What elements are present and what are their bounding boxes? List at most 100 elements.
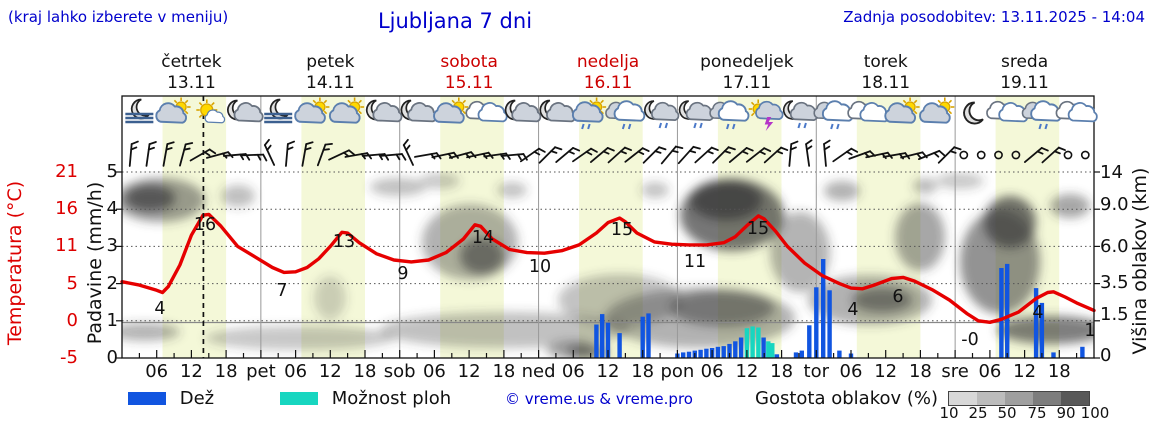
weather-icon: [328, 97, 365, 124]
density-gradient: [948, 388, 1090, 409]
wind-barb-icon: [179, 142, 194, 167]
axis-tick: 0: [106, 347, 118, 368]
weather-icon: [709, 100, 750, 130]
day-name: četrtek: [161, 52, 222, 72]
axis-tick: 5: [106, 161, 118, 182]
day-header: sreda 19.11: [955, 52, 1094, 94]
weather-icon: [227, 99, 264, 123]
day-name: sreda: [1000, 52, 1049, 72]
weather-icon: [400, 99, 438, 123]
rain-bar: [686, 351, 692, 358]
wind-barb-icon: [694, 146, 719, 164]
wind-barb-icon: [642, 146, 667, 164]
copyright-link[interactable]: © vreme.us & vreme.pro: [505, 390, 693, 408]
x-tick-label: 18: [1048, 361, 1071, 382]
axis-tick: 2: [106, 273, 118, 294]
temp-value-label: 1: [1084, 321, 1095, 341]
wind-barb-icon: [1023, 147, 1049, 163]
temp-value-label: 7: [276, 281, 287, 301]
weather-icon: [539, 99, 577, 123]
wind-barb-icon: [301, 141, 314, 167]
weather-icon: [884, 97, 920, 124]
day-date: 13.11: [167, 73, 216, 93]
wind-barb-icon: [538, 146, 563, 164]
weather-icon: [605, 100, 646, 130]
wind-barb-icon: [162, 141, 175, 167]
x-tick-label: 18: [909, 361, 932, 382]
rain-bar: [793, 352, 799, 358]
rain-bar: [721, 346, 726, 358]
x-tick-label: 06: [562, 361, 585, 382]
day-header: ponedeljek 17.11: [677, 52, 816, 94]
weather-icon: [125, 98, 154, 124]
shower-swatch: [280, 392, 318, 405]
wind-calm-icon: [1011, 150, 1021, 160]
rain-swatch: [128, 392, 166, 405]
temp-value-label: 15: [611, 220, 633, 240]
temp-value-label: 15: [747, 219, 769, 239]
wind-barb-icon: [589, 147, 615, 163]
legend-shower: Možnost ploh: [280, 388, 451, 409]
rain-bar: [807, 325, 812, 358]
weather-icon: [196, 99, 226, 124]
x-tick-label: 12: [180, 361, 203, 382]
x-tick-label: 18: [770, 361, 793, 382]
wind-barb-icon: [328, 149, 356, 161]
weather-icon: [264, 98, 293, 124]
last-update: Zadnja posodobitev: 13.11.2025 - 14:04: [843, 8, 1145, 26]
day-header: nedelja 16.11: [539, 52, 678, 94]
day-header: četrtek 13.11: [122, 52, 261, 94]
weather-icon: [294, 97, 330, 124]
day-header: torek 18.11: [816, 52, 955, 94]
wind-barb-icon: [414, 152, 442, 160]
rain-bar: [704, 348, 709, 358]
rain-bar: [774, 354, 780, 358]
day-header: petek 14.11: [261, 52, 400, 94]
rain-bar: [827, 290, 832, 358]
rain-bar: [837, 350, 842, 358]
x-tick-label: 12: [319, 361, 342, 382]
rain-bar: [738, 337, 744, 358]
shower-label: Možnost ploh: [331, 388, 452, 409]
axis-tick: 0: [1100, 345, 1112, 366]
weather-icon: [986, 100, 1029, 123]
temp-value-label: 9: [397, 264, 408, 284]
density-tick: 25: [968, 404, 988, 422]
wind-barb-icon: [555, 147, 581, 163]
axis-tick: 16: [55, 198, 78, 219]
x-tick-label: 06: [978, 361, 1001, 382]
rain-bar: [799, 350, 804, 358]
weather-icon: [433, 97, 469, 124]
temp-value-label: 13: [333, 232, 355, 252]
temp-value-label: 4: [847, 300, 858, 320]
x-tick-label: 18: [215, 361, 238, 382]
weather-icon: [963, 101, 984, 125]
temperature-line: [120, 212, 1096, 324]
wind-barb-icon: [240, 153, 268, 162]
density-label: Gostota oblakov (%): [755, 388, 939, 409]
rain-bar: [733, 341, 738, 358]
x-tick-label: tor: [804, 361, 830, 382]
wind-barb-icon: [379, 153, 407, 161]
page-title: Ljubljana 7 dni: [377, 9, 533, 33]
weather-icon: [678, 100, 715, 129]
temp-value-label: 10: [529, 257, 551, 277]
temp-value-label: 14: [472, 228, 494, 248]
rain-bar: [1005, 263, 1010, 358]
axis-tick: 1: [106, 310, 118, 331]
weather-icon: [782, 100, 819, 129]
axis-tick: 4: [106, 198, 118, 219]
wind-barb-icon: [519, 147, 546, 163]
axis-tick: 21: [55, 161, 78, 182]
rain-bar: [617, 333, 622, 358]
density-tick: 75: [1027, 404, 1047, 422]
wind-barb-icon: [500, 153, 528, 161]
rain-bar: [814, 287, 819, 358]
density-tick: 100: [1080, 404, 1110, 422]
x-tick-label: sre: [941, 361, 968, 382]
rain-bar: [1039, 302, 1045, 358]
wind-calm-icon: [994, 150, 1003, 160]
wind-barb-icon: [712, 146, 736, 164]
density-tick: 90: [1056, 404, 1076, 422]
x-tick-label: 06: [840, 361, 863, 382]
